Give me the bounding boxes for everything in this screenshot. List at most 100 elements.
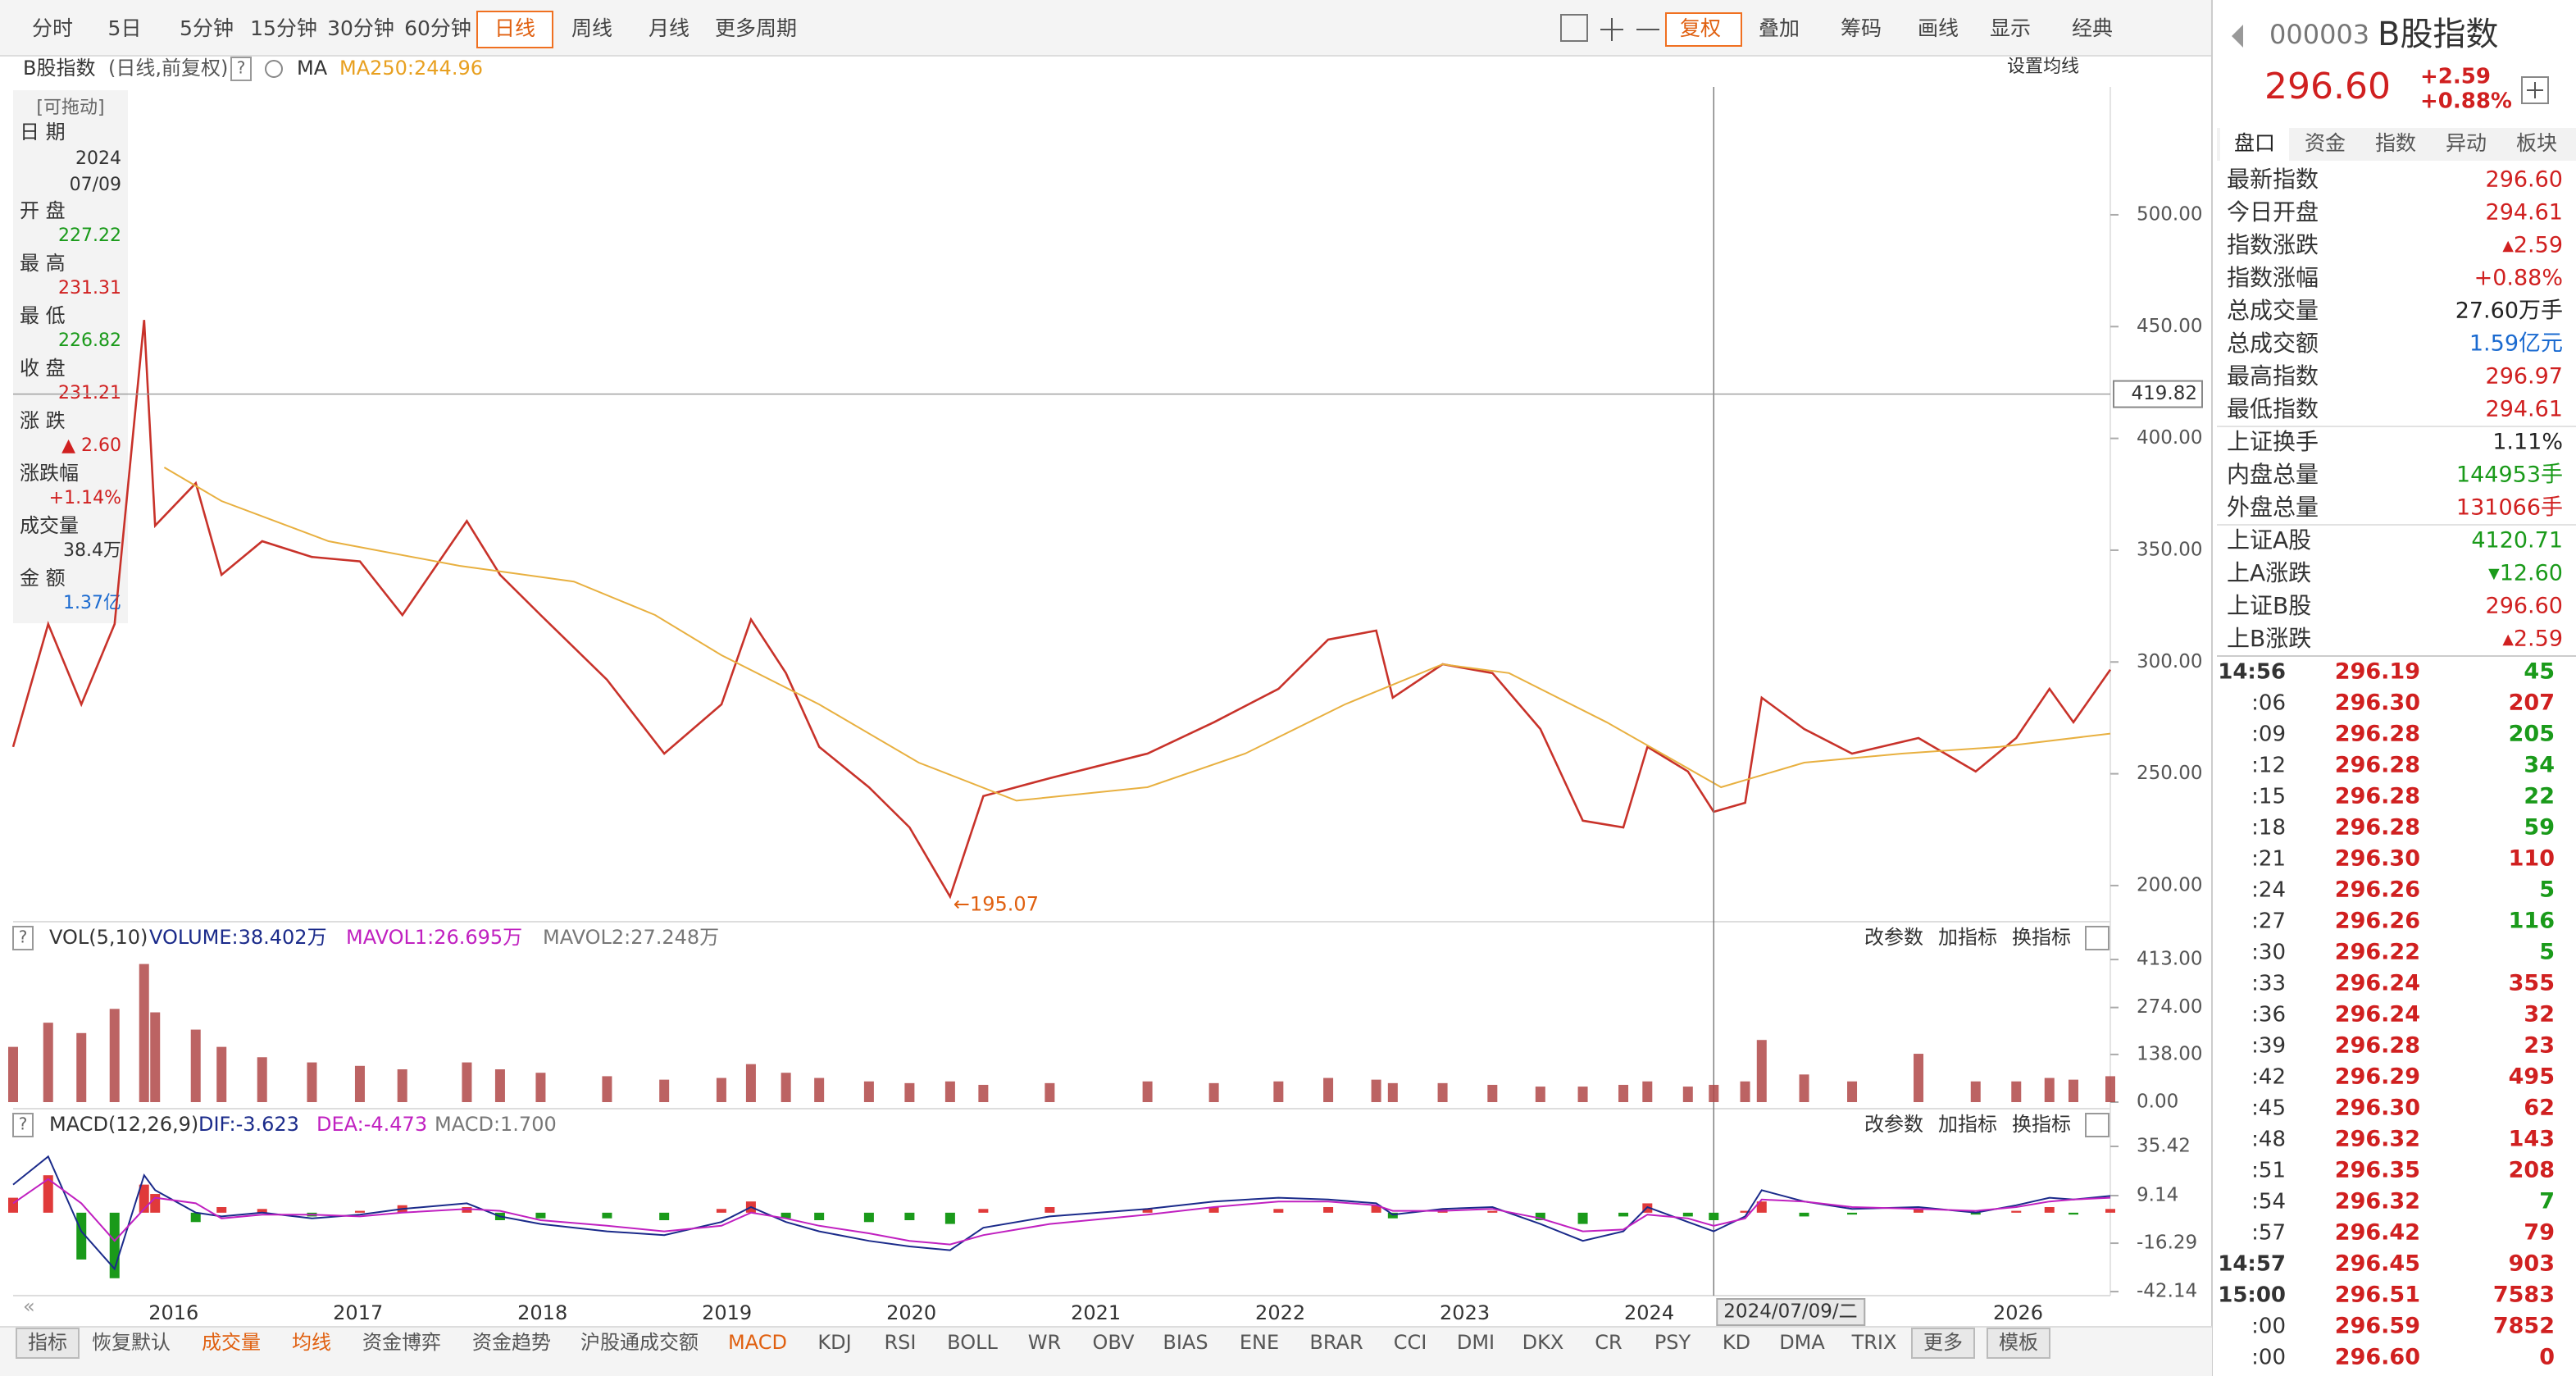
period-button[interactable]: 30分钟 xyxy=(327,16,394,40)
quote-value: 296.60 xyxy=(2486,167,2563,193)
volume-bar xyxy=(216,1046,227,1102)
volume-bar xyxy=(1273,1081,1284,1102)
volume-bar xyxy=(1437,1082,1448,1102)
period-button[interactable]: 日线 xyxy=(494,16,535,40)
period-button[interactable]: 60分钟 xyxy=(404,16,471,40)
quote-tab[interactable]: 指数 xyxy=(2375,131,2416,155)
indicator-tab[interactable]: BOLL xyxy=(947,1331,998,1354)
macd-bar xyxy=(978,1209,989,1213)
indicator-tab[interactable]: RSI xyxy=(885,1331,917,1354)
volume-bar xyxy=(8,1046,18,1102)
indicator-tab[interactable]: ENE xyxy=(1240,1331,1279,1354)
tick-volume: 7 xyxy=(2539,1189,2555,1214)
indicator-tab[interactable]: MACD xyxy=(728,1331,787,1354)
info-value: 2024 xyxy=(75,148,121,169)
period-button[interactable]: 15分钟 xyxy=(250,16,317,40)
ma-settings[interactable]: 设置均线 xyxy=(2007,57,2079,77)
zoom-in-icon[interactable] xyxy=(1600,18,1623,41)
quote-tab[interactable]: 资金 xyxy=(2305,131,2346,155)
quote-change-pct: +0.88% xyxy=(2420,89,2512,114)
period-button[interactable]: 更多周期 xyxy=(715,16,797,40)
period-button[interactable]: 分时 xyxy=(32,16,73,40)
macd-bar xyxy=(216,1207,227,1213)
tool-button[interactable]: 经典 xyxy=(2072,16,2113,40)
pane-button[interactable]: 换指标 xyxy=(2012,926,2071,949)
indicator-tab[interactable]: CCI xyxy=(1394,1331,1427,1354)
indicator-tab[interactable]: 均线 xyxy=(292,1331,331,1354)
volume-bar xyxy=(190,1029,201,1102)
pane-button[interactable]: 改参数 xyxy=(1864,926,1923,949)
macd-bar xyxy=(814,1212,825,1220)
volume-bar xyxy=(1756,1040,1767,1102)
volume-bar xyxy=(602,1076,612,1102)
indicator-tab[interactable]: 沪股通成交额 xyxy=(580,1331,699,1354)
indicator-tab[interactable]: 资金博弈 xyxy=(362,1331,441,1354)
quote-tab[interactable]: 板块 xyxy=(2516,131,2557,155)
indicator-tab[interactable]: DMI xyxy=(1457,1331,1495,1354)
tool-button[interactable]: 画线 xyxy=(1918,16,1959,40)
indicator-tab[interactable]: 模板 xyxy=(1999,1331,2038,1354)
pane-close[interactable] xyxy=(2085,926,2109,950)
tool-button[interactable]: 复权 xyxy=(1680,16,1721,40)
volume-bar xyxy=(1487,1084,1498,1102)
tool-button[interactable]: 筹码 xyxy=(1841,16,1882,40)
info-box-bg xyxy=(13,90,128,623)
help-box[interactable] xyxy=(12,1113,34,1137)
help-box[interactable] xyxy=(12,926,34,950)
help-box[interactable] xyxy=(230,57,252,81)
quote-value: 4120.71 xyxy=(2471,528,2563,554)
tick-time: :00 xyxy=(2251,1314,2286,1339)
quote-label: 今日开盘 xyxy=(2227,198,2319,226)
pane-close[interactable] xyxy=(2085,1113,2109,1137)
volume-bar xyxy=(1535,1087,1545,1102)
volume-bar xyxy=(1045,1082,1055,1102)
indicator-tab[interactable]: CR xyxy=(1595,1331,1622,1354)
period-button[interactable]: 周线 xyxy=(571,16,612,40)
scroll-left-icon[interactable]: « xyxy=(23,1295,35,1318)
period-button[interactable]: 月线 xyxy=(649,16,690,40)
indicator-tab[interactable]: KD xyxy=(1723,1331,1750,1354)
tool-button[interactable]: 叠加 xyxy=(1759,16,1800,40)
tick-price: 296.19 xyxy=(2335,659,2420,685)
indicator-tab[interactable]: BRAR xyxy=(1309,1331,1363,1354)
y-tick-label: 300.00 xyxy=(2137,651,2202,672)
indicator-tab[interactable]: PSY xyxy=(1654,1331,1691,1354)
indicator-tab[interactable]: 更多 xyxy=(1923,1331,1963,1354)
period-button[interactable]: 5分钟 xyxy=(180,16,234,40)
tool-selected xyxy=(1665,12,1742,47)
indicator-tab[interactable]: 成交量 xyxy=(202,1331,261,1354)
indicator-tab[interactable]: WR xyxy=(1028,1331,1061,1354)
gear-icon[interactable] xyxy=(265,60,283,78)
indicator-tab[interactable]: DMA xyxy=(1779,1331,1825,1354)
quote-label: 指数涨跌 xyxy=(2227,231,2319,258)
add-button[interactable] xyxy=(2521,76,2549,104)
quote-tab[interactable]: 异动 xyxy=(2446,131,2487,155)
x-tick-label: 2020 xyxy=(886,1301,936,1324)
tick-price: 296.30 xyxy=(2335,690,2420,716)
macd-bar xyxy=(904,1212,915,1220)
prev-arrow[interactable] xyxy=(2232,25,2243,48)
pane-button[interactable]: 换指标 xyxy=(2012,1113,2071,1136)
tick-price: 296.24 xyxy=(2335,1002,2420,1027)
info-value: 226.82 xyxy=(58,330,121,351)
period-button[interactable]: 5日 xyxy=(108,16,142,40)
tick-volume: 0 xyxy=(2539,1345,2555,1370)
indicator-tab[interactable]: BIAS xyxy=(1163,1331,1208,1354)
pane-button[interactable]: 加指标 xyxy=(1938,1113,1997,1136)
y-tick-label: 400.00 xyxy=(2137,427,2202,449)
indicator-tab[interactable]: KDJ xyxy=(817,1331,851,1354)
quote-tab[interactable]: 盘口 xyxy=(2234,131,2275,155)
tick-time: :24 xyxy=(2251,878,2286,903)
indicator-tab[interactable]: DKX xyxy=(1522,1331,1564,1354)
indicator-tab[interactable]: TRIX xyxy=(1851,1331,1897,1354)
lock-icon[interactable] xyxy=(1560,14,1588,42)
pane-button[interactable]: 改参数 xyxy=(1864,1113,1923,1136)
macd-bar xyxy=(1323,1207,1334,1213)
pane-button[interactable]: 加指标 xyxy=(1938,926,1997,949)
indicator-tab[interactable]: 指标 xyxy=(28,1331,67,1354)
indicator-tab[interactable]: 资金趋势 xyxy=(472,1331,551,1354)
tool-button[interactable]: 显示 xyxy=(1990,16,2031,40)
indicator-tab[interactable]: 恢复默认 xyxy=(92,1331,171,1354)
help-icon: ? xyxy=(237,58,246,78)
indicator-tab[interactable]: OBV xyxy=(1092,1331,1135,1354)
